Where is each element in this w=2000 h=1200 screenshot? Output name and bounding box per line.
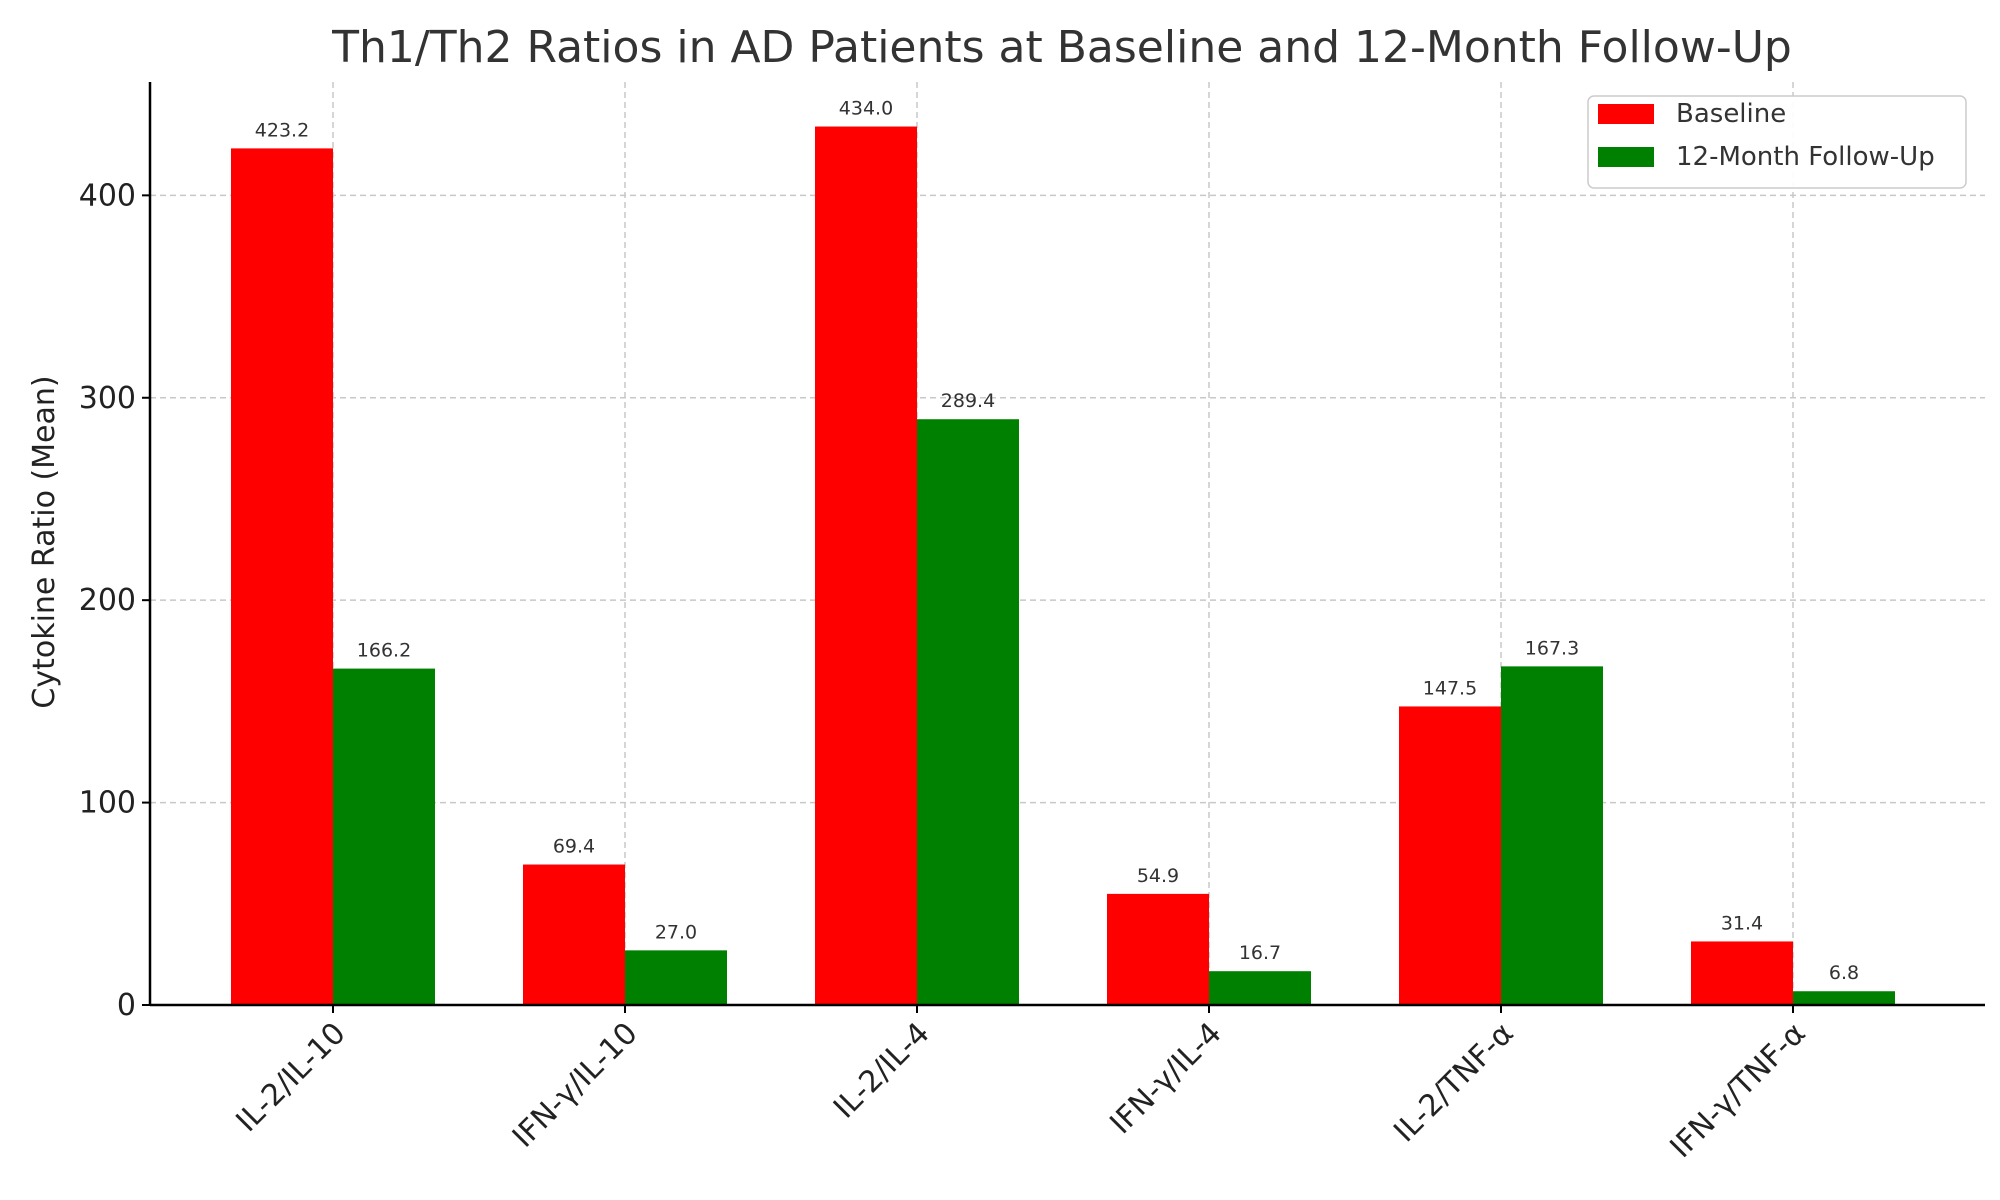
bar-baseline bbox=[815, 126, 917, 1005]
y-tick-label: 200 bbox=[79, 583, 136, 618]
bar-baseline bbox=[231, 148, 333, 1005]
legend-swatch bbox=[1598, 147, 1654, 167]
bar-value-label: 27.0 bbox=[655, 921, 697, 943]
bars-layer bbox=[231, 126, 1895, 1005]
legend: Baseline 12-Month Follow-Up bbox=[1587, 95, 1967, 189]
bar-followup bbox=[1793, 991, 1895, 1005]
bar-followup bbox=[333, 668, 435, 1005]
y-tick-label: 100 bbox=[79, 786, 136, 821]
x-tick-label: IL-2/IL-10 bbox=[230, 1016, 353, 1139]
legend-swatch bbox=[1598, 104, 1654, 124]
bar-followup bbox=[1209, 971, 1311, 1005]
bar-baseline bbox=[1691, 941, 1793, 1005]
axes-layer bbox=[148, 82, 1985, 1007]
bar-value-label: 31.4 bbox=[1721, 912, 1763, 934]
bar-value-label: 54.9 bbox=[1137, 865, 1179, 887]
x-tick-label: IL-2/TNF-α bbox=[1387, 1016, 1520, 1149]
bar-baseline bbox=[1107, 893, 1209, 1005]
y-axis-label: Cytokine Ratio (Mean) bbox=[27, 375, 62, 708]
bar-value-label: 166.2 bbox=[357, 640, 411, 662]
bar-value-label: 6.8 bbox=[1829, 962, 1859, 984]
x-tick-label: IFN-γ/IL-4 bbox=[1103, 1016, 1228, 1141]
bar-value-label: 289.4 bbox=[941, 390, 995, 412]
bar-followup bbox=[917, 419, 1019, 1005]
legend-label: Baseline bbox=[1676, 99, 1786, 129]
legend-box bbox=[1587, 95, 1967, 189]
bar-value-label: 16.7 bbox=[1239, 942, 1281, 964]
bar-value-label: 69.4 bbox=[553, 836, 595, 858]
bar-followup bbox=[625, 950, 727, 1005]
bar-value-label: 167.3 bbox=[1525, 637, 1579, 659]
x-tick-label: IFN-γ/IL-10 bbox=[506, 1016, 645, 1155]
bar-value-label: 423.2 bbox=[255, 119, 309, 141]
chart-title: Th1/Th2 Ratios in AD Patients at Baselin… bbox=[331, 22, 1792, 73]
y-tick-label: 0 bbox=[117, 988, 136, 1023]
bar-value-label: 434.0 bbox=[839, 98, 893, 120]
y-tick-label: 300 bbox=[79, 381, 136, 416]
x-tick-label: IL-2/IL-4 bbox=[827, 1016, 937, 1126]
legend-label: 12-Month Follow-Up bbox=[1676, 142, 1935, 172]
bar-value-label: 147.5 bbox=[1423, 677, 1477, 699]
y-tick-label: 400 bbox=[79, 178, 136, 213]
bar-baseline bbox=[1399, 706, 1501, 1005]
x-tick-label: IFN-γ/TNF-α bbox=[1664, 1016, 1813, 1165]
bar-baseline bbox=[523, 864, 625, 1005]
data-labels-layer: 423.2 69.4 434.0 54.9 147.5 31.4 166.2 27.0 289.… bbox=[255, 98, 1859, 985]
bar-followup bbox=[1501, 666, 1603, 1005]
